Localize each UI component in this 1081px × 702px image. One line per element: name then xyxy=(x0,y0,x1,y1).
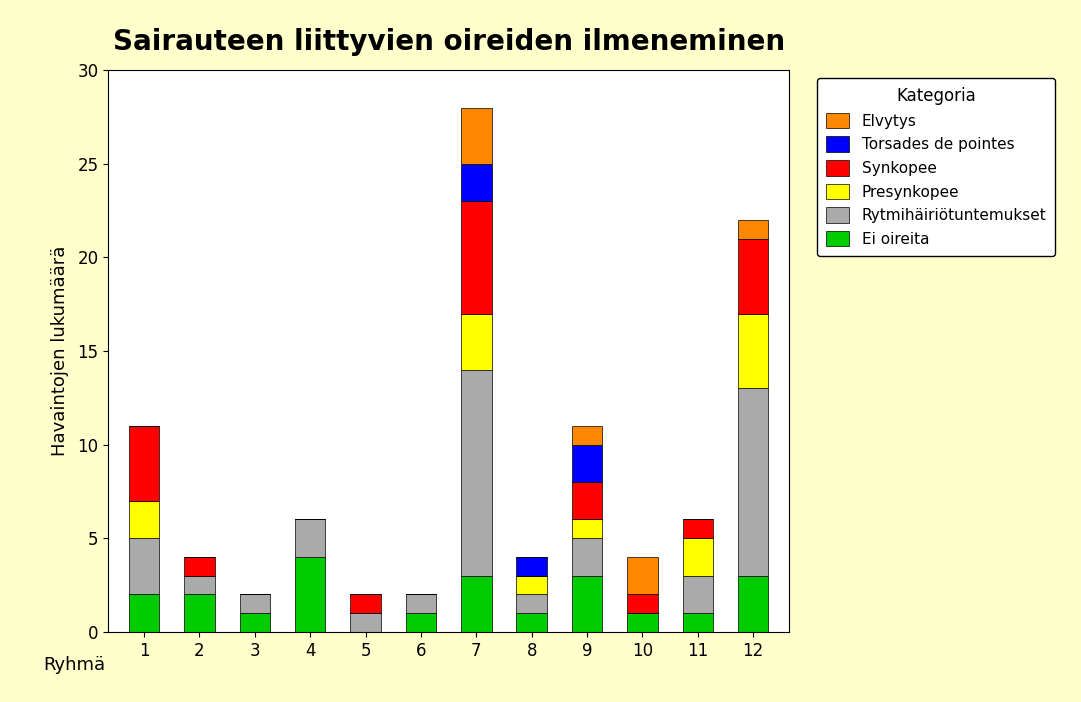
Bar xyxy=(682,613,713,632)
Bar xyxy=(682,538,713,576)
Bar xyxy=(572,538,602,576)
Bar xyxy=(350,595,381,613)
Y-axis label: Havaintojen lukumäärä: Havaintojen lukumäärä xyxy=(51,246,69,456)
Bar xyxy=(627,557,657,595)
Bar xyxy=(517,557,547,576)
Bar xyxy=(572,576,602,632)
Bar xyxy=(738,388,769,576)
Bar xyxy=(129,538,159,595)
Bar xyxy=(572,482,602,519)
Bar xyxy=(738,576,769,632)
Bar xyxy=(572,426,602,444)
Bar xyxy=(240,613,270,632)
Bar xyxy=(295,519,325,557)
Bar xyxy=(129,501,159,538)
Text: Sairauteen liittyvien oireiden ilmeneminen: Sairauteen liittyvien oireiden ilmenemin… xyxy=(112,28,785,56)
Bar xyxy=(517,595,547,613)
Text: Ryhmä: Ryhmä xyxy=(43,656,105,674)
Legend: Elvytys, Torsades de pointes, Synkopee, Presynkopee, Rytmihäiriötuntemukset, Ei : Elvytys, Torsades de pointes, Synkopee, … xyxy=(817,78,1055,256)
Bar xyxy=(517,576,547,595)
Bar xyxy=(462,201,492,314)
Bar xyxy=(184,595,215,632)
Bar xyxy=(517,613,547,632)
Bar xyxy=(627,613,657,632)
Bar xyxy=(572,519,602,538)
Bar xyxy=(405,613,436,632)
Bar xyxy=(738,239,769,314)
Bar xyxy=(572,444,602,482)
Bar xyxy=(462,370,492,576)
Bar xyxy=(682,576,713,613)
Bar xyxy=(738,314,769,388)
Bar xyxy=(462,164,492,201)
Bar xyxy=(184,557,215,576)
Bar xyxy=(462,576,492,632)
Bar xyxy=(627,595,657,613)
Bar xyxy=(129,426,159,501)
Bar xyxy=(350,613,381,632)
Bar xyxy=(240,595,270,613)
Bar xyxy=(682,519,713,538)
Bar xyxy=(184,576,215,595)
Bar xyxy=(738,220,769,239)
Bar xyxy=(405,595,436,613)
Bar xyxy=(462,107,492,164)
Bar xyxy=(129,595,159,632)
Bar xyxy=(295,557,325,632)
Bar xyxy=(462,314,492,370)
